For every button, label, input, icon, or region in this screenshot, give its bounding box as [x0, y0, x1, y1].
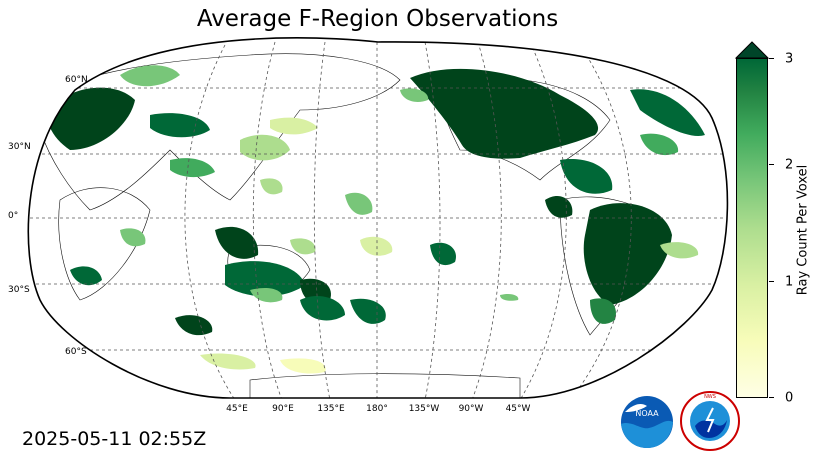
timestamp: 2025-05-11 02:55Z — [22, 428, 207, 450]
nws-logo: NWS — [680, 391, 740, 451]
colorbar-tick-label-0: 0 — [785, 390, 794, 406]
colorbar-label: Ray Count Per Voxel — [795, 164, 811, 296]
colorbar-tick — [769, 164, 774, 165]
lat-label-0: 0° — [8, 211, 19, 221]
lat-label-60n: 60°N — [65, 75, 88, 85]
lon-label-90w: 90°W — [458, 404, 484, 414]
colorbar-tick-label-2: 2 — [785, 157, 794, 173]
svg-text:NWS: NWS — [704, 394, 716, 400]
lat-label-30s: 30°S — [8, 285, 30, 295]
colorbar — [736, 58, 768, 398]
observation-field — [30, 41, 725, 399]
noaa-logo: NOAA — [621, 396, 673, 448]
lon-label-180: 180° — [366, 404, 388, 414]
lon-label-135w: 135°W — [408, 404, 440, 414]
colorbar-extend-arrow — [735, 41, 769, 59]
lat-label-30n: 30°N — [8, 142, 31, 152]
ray-density-patches — [47, 65, 705, 374]
svg-text:NOAA: NOAA — [635, 409, 659, 418]
colorbar-tick — [769, 397, 774, 398]
colorbar-tick — [769, 281, 774, 282]
lon-label-45e: 45°E — [226, 404, 248, 414]
lon-label-45w: 45°W — [505, 404, 531, 414]
colorbar-tick — [769, 58, 774, 59]
lon-label-135e: 135°E — [317, 404, 345, 414]
map-title: Average F-Region Observations — [196, 6, 559, 32]
lat-label-60s: 60°S — [65, 347, 87, 357]
colorbar-tick-label-1: 1 — [785, 274, 794, 290]
colorbar-tick-label-3: 3 — [785, 51, 794, 67]
lon-label-90e: 90°E — [272, 404, 294, 414]
